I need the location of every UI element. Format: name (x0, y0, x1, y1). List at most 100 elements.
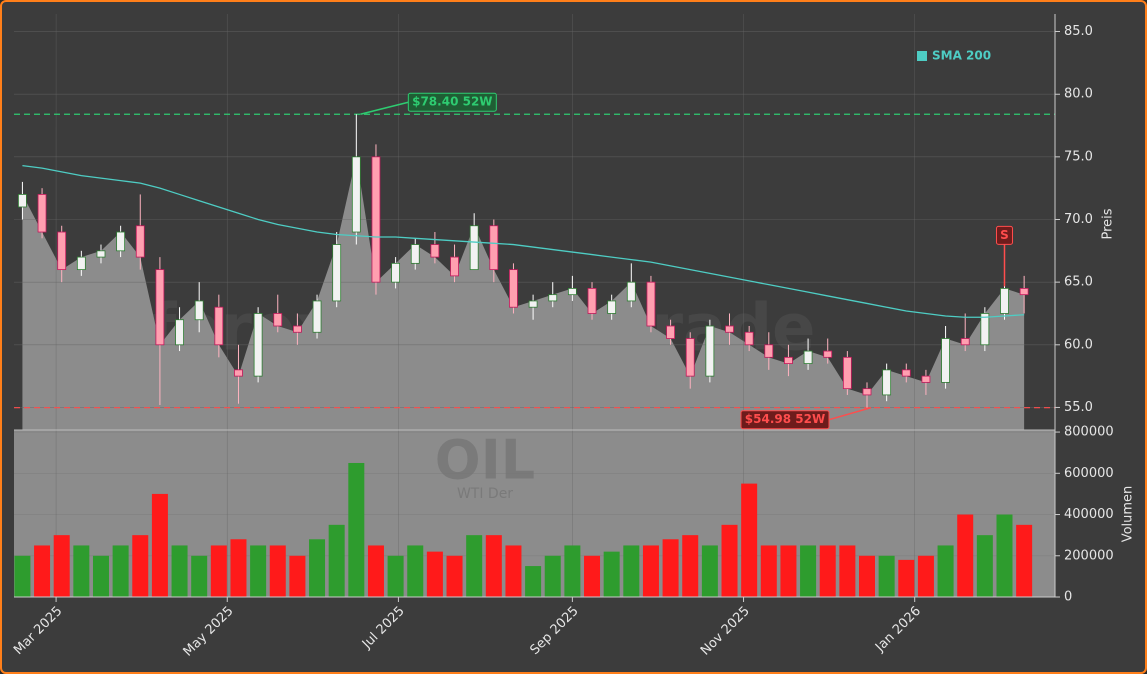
y-tick-label: 400000 (1064, 507, 1114, 522)
volume-bar (800, 545, 817, 597)
annotation-arrow (828, 406, 872, 421)
volume-bar (819, 545, 836, 597)
candle-body (725, 325, 734, 333)
volume-bar (14, 555, 31, 597)
candle-body (253, 313, 263, 377)
volume-bar (603, 551, 620, 597)
candle-body (901, 369, 911, 377)
candle-body (921, 375, 931, 383)
volume-bar (191, 555, 208, 597)
y-tick-label: 55.0 (1064, 400, 1093, 415)
candle-body (666, 325, 675, 339)
candle-body (784, 356, 793, 364)
candle-body (410, 244, 420, 264)
x-tick-label: Jan 2026 (872, 604, 924, 656)
volume-bar (446, 555, 463, 597)
x-tick-label: Mar 2025 (11, 604, 65, 658)
y-tick-label: 85.0 (1064, 24, 1093, 39)
candle-body (626, 281, 636, 302)
annotation-label: $78.40 52W (412, 95, 492, 109)
volume-bar (151, 493, 168, 597)
volume-bar (564, 545, 581, 597)
candle-body (57, 231, 67, 271)
volume-bar (721, 524, 738, 597)
volume-bar (1016, 524, 1033, 597)
volume-bar (466, 535, 483, 597)
y-tick-label: 200000 (1064, 548, 1114, 563)
annotation-arrow (360, 101, 409, 115)
candle-body (312, 300, 322, 333)
volume-bar (525, 566, 542, 597)
candle-body (76, 256, 86, 271)
volume-bar (878, 555, 895, 597)
candle-body (175, 319, 184, 346)
legend-swatch (917, 51, 927, 61)
legend-label: SMA 200 (932, 49, 991, 63)
candle-body (960, 338, 970, 346)
candle-body (803, 350, 813, 364)
volume-bar (544, 555, 561, 597)
candle-body (1000, 288, 1009, 314)
candle-body (823, 350, 833, 358)
candle-body (371, 156, 381, 283)
volume-bar (662, 539, 679, 597)
y-tick-label: 600000 (1064, 466, 1114, 481)
candle-body (764, 344, 774, 358)
y-tick-label: 75.0 (1064, 149, 1093, 164)
x-tick-label: Sep 2025 (527, 604, 581, 658)
volume-bar (171, 545, 188, 597)
candle-body (194, 300, 204, 321)
candle-body (18, 194, 27, 208)
price-area (22, 156, 1025, 430)
volume-bar (53, 535, 70, 597)
y-tick-label: 0 (1064, 590, 1072, 605)
volume-bar (701, 545, 718, 597)
volume-bar (976, 535, 993, 597)
x-tick-label: May 2025 (181, 604, 237, 660)
candle-body (37, 194, 47, 233)
volume-bar (682, 535, 699, 597)
candle-body (646, 281, 656, 327)
y-axis-label: Preis (1101, 208, 1116, 239)
candle-body (587, 288, 597, 314)
candle-body (607, 300, 617, 314)
candle-body (528, 300, 538, 308)
y-tick-label: 65.0 (1064, 275, 1093, 290)
volume-bar (289, 555, 306, 597)
candle-body (548, 294, 558, 302)
volume-bar (780, 545, 797, 597)
volume-bar (34, 545, 51, 597)
volume-bar (112, 545, 129, 597)
volume-bar (367, 545, 384, 597)
candle-body (469, 225, 479, 271)
volume-bar (132, 535, 149, 597)
annotation-box (407, 92, 497, 112)
volume-bar (623, 545, 640, 597)
volume-bar (859, 555, 876, 597)
symbol-sub: WTI Der (457, 486, 513, 502)
x-tick-label: Jul 2025 (359, 604, 408, 653)
candle-body (941, 338, 950, 383)
volume-bar (839, 545, 856, 597)
y-axis-label: Volumen (1121, 486, 1136, 543)
candle-body (509, 269, 518, 308)
volume-bar (250, 545, 267, 597)
candle-body (155, 269, 165, 346)
volume-bar (485, 535, 502, 597)
y-tick-label: 60.0 (1064, 337, 1093, 352)
candle-body (273, 313, 283, 327)
candle-body (135, 225, 145, 258)
volume-bar (642, 545, 659, 597)
volume-bar (917, 555, 934, 597)
candle-body (980, 313, 990, 346)
y-tick-label: 800000 (1064, 425, 1114, 440)
candle-body (391, 262, 401, 283)
candle-body (862, 388, 872, 396)
volume-bar (348, 462, 365, 597)
candle-body (96, 250, 106, 258)
candle-body (234, 369, 243, 377)
sma-line (22, 164, 1025, 318)
y-tick-label: 70.0 (1064, 212, 1093, 227)
